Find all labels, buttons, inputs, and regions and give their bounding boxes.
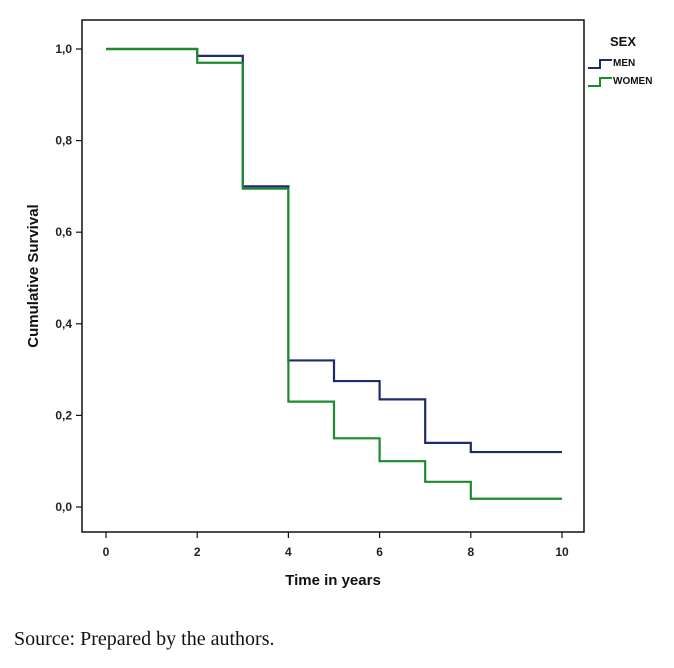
x-tick-label: 2 — [194, 545, 201, 559]
plot-frame — [81, 19, 585, 533]
legend-swatch — [588, 59, 612, 69]
y-tick-label: 0,0 — [55, 500, 72, 514]
source-caption: Source: Prepared by the authors. — [14, 628, 275, 650]
legend-label: WOMEN — [613, 76, 652, 87]
legend-entry-men: MEN — [588, 58, 635, 69]
series-line-men — [106, 47, 562, 454]
legend-label: MEN — [613, 58, 635, 69]
y-tick-label: 0,2 — [55, 408, 72, 422]
x-tick-label: 8 — [467, 545, 474, 559]
y-tick-label: 0,8 — [55, 134, 72, 148]
series-layer — [106, 47, 562, 500]
series-line-women — [106, 47, 562, 500]
survival-chart: 0,0 0,2 0,4 0,6 0,8 1,0 0 2 4 6 8 10 Cumulative Su… — [25, 19, 652, 589]
y-tick-label: 0,4 — [55, 317, 72, 331]
x-tick-label: 6 — [376, 545, 383, 559]
legend-swatch — [588, 77, 612, 87]
y-tick-label: 1,0 — [55, 42, 72, 56]
x-tick-label: 0 — [103, 545, 110, 559]
y-axis: 0,0 0,2 0,4 0,6 0,8 1,0 — [55, 42, 82, 514]
legend-entry-women: WOMEN — [588, 76, 652, 87]
legend-title: SEX — [610, 34, 636, 49]
y-axis-title: Cumulative Survival — [25, 204, 42, 347]
x-axis: 0 2 4 6 8 10 — [103, 532, 569, 559]
x-tick-label: 10 — [555, 545, 569, 559]
x-tick-label: 4 — [285, 545, 292, 559]
legend: SEX MEN WOMEN — [588, 34, 652, 87]
y-tick-label: 0,6 — [55, 225, 72, 239]
x-axis-title: Time in years — [285, 572, 381, 589]
